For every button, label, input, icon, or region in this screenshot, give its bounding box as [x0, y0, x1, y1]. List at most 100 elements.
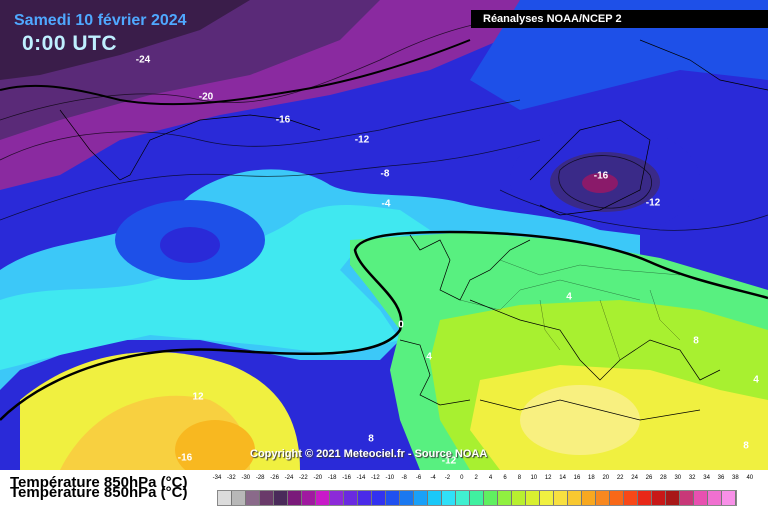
- legend-swatch: [330, 491, 344, 505]
- coastlines: [59, 39, 768, 421]
- contour-label: 8: [368, 433, 374, 445]
- legend-swatch: [708, 491, 722, 505]
- legend-tick-label: 24: [631, 475, 638, 481]
- legend-swatch: [582, 491, 596, 505]
- contour-label: -16: [275, 114, 291, 126]
- subtropical-core: [175, 420, 255, 470]
- contour-lines: [0, 19, 768, 231]
- legend-swatch: [638, 491, 652, 505]
- legend-tick-label: -16: [342, 475, 351, 481]
- legend-swatch: [358, 491, 372, 505]
- legend-tick-label: -8: [401, 475, 407, 481]
- legend-swatch: [386, 491, 400, 505]
- legend-swatch: [498, 491, 512, 505]
- extreme-cold-zone: [0, 0, 250, 80]
- legend-swatch: [666, 491, 680, 505]
- freezing-isotherm: [0, 230, 768, 421]
- contour-label: 12: [192, 391, 204, 403]
- legend-tick-label: 6: [503, 475, 507, 481]
- legend-tick-label: 16: [573, 475, 581, 481]
- legend-panel: Température 850hPa (°C) Température 850h…: [0, 470, 768, 512]
- legend-tick-label: 12: [544, 475, 552, 481]
- africa-warm: [520, 385, 640, 455]
- legend-tick-label: -28: [255, 475, 265, 481]
- legend-swatch: [288, 491, 302, 505]
- legend-tick-label: -12: [371, 475, 380, 481]
- contour-label: -16: [593, 170, 609, 182]
- contour-label: -20: [198, 91, 214, 103]
- legend-swatch: [414, 491, 428, 505]
- contour-label: -4: [381, 198, 391, 210]
- legend-tick-label: 40: [746, 475, 754, 481]
- legend-tick-label: -24: [284, 475, 294, 481]
- contour-label: -12: [441, 455, 457, 467]
- legend-tick-label: -6: [415, 475, 422, 481]
- legend-tick-label: 2: [474, 475, 478, 481]
- legend-title: Température 850hPa (°C): [10, 474, 188, 491]
- atlantic-aqua-zone: [0, 205, 430, 370]
- legend-swatch: [526, 491, 540, 505]
- legend-swatch: [442, 491, 456, 505]
- legend-tick-label: 18: [588, 475, 595, 481]
- legend-tick-label: 34: [703, 475, 710, 481]
- legend-swatch: [694, 491, 708, 505]
- color-scale: [217, 490, 737, 506]
- legend-tick-label: -2: [444, 475, 451, 481]
- contour-label: -12: [645, 197, 661, 209]
- legend-ticks: -34 -32 -30 -28 -26 -24 -22 -20 -18 -16 -14 -12 -10-…: [213, 475, 753, 485]
- legend-tick-label: -14: [356, 475, 366, 481]
- legend-tick-label: -22: [299, 475, 308, 481]
- legend-tick-label: 22: [616, 475, 624, 481]
- time-label: 0:00 UTC: [22, 32, 118, 55]
- legend-swatch: [400, 491, 414, 505]
- legend-swatch: [246, 491, 260, 505]
- legend-tick-label: 8: [517, 475, 522, 481]
- legend-swatch: [596, 491, 610, 505]
- legend-swatch: [302, 491, 316, 505]
- legend-title-echo: Température 850hPa (°C): [10, 484, 188, 501]
- contour-label: -16: [177, 452, 193, 464]
- legend-tick-label: -30: [241, 475, 251, 481]
- legend-swatch: [722, 491, 736, 505]
- legend-tick-label: 10: [530, 475, 538, 481]
- legend-swatch: [680, 491, 694, 505]
- contour-label: 8: [693, 335, 699, 347]
- scandinavia-coldest: [582, 173, 618, 193]
- contour-label: 4: [426, 351, 432, 363]
- contour-label: 8: [743, 440, 749, 452]
- date-label: Samedi 10 février 2024: [14, 12, 187, 29]
- legend-swatch: [344, 491, 358, 505]
- legend-tick-label: 20: [602, 475, 610, 481]
- legend-swatch: [232, 491, 246, 505]
- legend-swatch: [470, 491, 484, 505]
- legend-tick-label: -10: [385, 475, 395, 481]
- legend-tick-label: 4: [488, 475, 493, 481]
- legend-swatch: [610, 491, 624, 505]
- legend-swatch: [512, 491, 526, 505]
- legend-swatch: [540, 491, 554, 505]
- legend-tick-label: 28: [660, 475, 667, 481]
- legend-tick-label: -26: [270, 475, 279, 481]
- legend-swatch: [428, 491, 442, 505]
- legend-swatch: [274, 491, 288, 505]
- temperature-map: Samedi 10 février 2024 0:00 UTC Réanalys…: [0, 0, 768, 470]
- source-banner: Réanalyses NOAA/NCEP 2: [471, 10, 768, 28]
- minus-twenty-isotherm: [0, 39, 471, 106]
- copyright-text: Copyright © 2021 Meteociel.fr - Source N…: [250, 448, 488, 460]
- contour-label: 4: [753, 374, 759, 386]
- legend-swatch: [652, 491, 666, 505]
- legend-tick-label: 14: [559, 475, 566, 481]
- legend-tick-label: 38: [732, 475, 739, 481]
- legend-tick-label: 0: [460, 475, 464, 481]
- atlantic-low-core: [160, 227, 220, 263]
- contour-label: -24: [135, 54, 151, 66]
- legend-swatch: [316, 491, 330, 505]
- contour-label: -8: [380, 168, 390, 180]
- legend-tick-label: -20: [313, 475, 323, 481]
- legend-tick-label: -32: [227, 475, 236, 481]
- legend-swatch: [260, 491, 274, 505]
- legend-swatch: [568, 491, 582, 505]
- legend-swatch: [624, 491, 638, 505]
- contour-label: 4: [566, 291, 572, 303]
- legend-tick-label: -34: [212, 475, 222, 481]
